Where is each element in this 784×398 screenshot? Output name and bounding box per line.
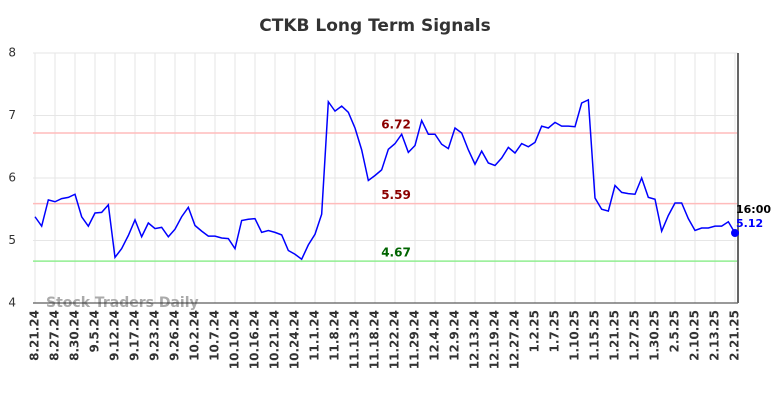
- x-tick-label: 2.10.25: [688, 310, 702, 361]
- x-tick-label: 10.10.24: [228, 310, 242, 369]
- y-tick-label: 4: [8, 296, 16, 310]
- x-tick-label: 11.18.24: [368, 310, 382, 369]
- y-tick-label: 5: [8, 233, 16, 247]
- x-tick-label: 11.22.24: [388, 310, 402, 369]
- x-tick-label: 1.30.25: [648, 310, 662, 361]
- x-tick-label: 11.13.24: [348, 310, 362, 369]
- price-line: [34, 98, 736, 261]
- y-tick-label: 6: [8, 171, 16, 185]
- x-tick-label: 10.7.24: [208, 310, 222, 361]
- x-tick-label: 11.1.24: [308, 310, 322, 361]
- x-tick-label: 9.17.24: [128, 310, 142, 361]
- x-tick-label: 2.5.25: [668, 310, 682, 353]
- x-tick-label: 9.26.24: [168, 310, 182, 361]
- x-tick-label: 9.23.24: [148, 310, 162, 361]
- x-tick-label: 1.21.25: [608, 310, 622, 361]
- x-tick-label: 1.2.25: [528, 310, 542, 353]
- x-tick-label: 10.24.24: [288, 310, 302, 369]
- x-tick-label: 9.5.24: [88, 310, 102, 353]
- x-tick-label: 12.4.24: [428, 310, 442, 361]
- x-tick-label: 11.8.24: [328, 310, 342, 361]
- x-tick-label: 1.15.25: [588, 310, 602, 361]
- x-tick-label: 12.27.24: [508, 310, 522, 369]
- x-tick-label: 1.27.25: [628, 310, 642, 361]
- x-tick-label: 12.13.24: [468, 310, 482, 369]
- last-point: [731, 229, 739, 237]
- x-tick-label: 2.21.25: [728, 310, 742, 361]
- y-tick-label: 7: [8, 108, 16, 122]
- last-time-label: 16:00: [736, 203, 771, 216]
- x-tick-label: 10.2.24: [188, 310, 202, 361]
- chart-title: CTKB Long Term Signals: [259, 16, 490, 36]
- x-tick-label: 8.30.24: [68, 310, 82, 361]
- x-tick-label: 1.7.25: [548, 310, 562, 353]
- x-tick-label: 10.16.24: [248, 310, 262, 369]
- reference-label: 5.59: [381, 188, 411, 202]
- x-tick-label: 1.10.25: [568, 310, 582, 361]
- x-tick-label: 8.27.24: [48, 310, 62, 361]
- last-value-label: 5.12: [736, 217, 763, 230]
- x-tick-label: 12.9.24: [448, 310, 462, 361]
- reference-label: 6.72: [381, 118, 411, 132]
- x-tick-label: 12.19.24: [488, 310, 502, 369]
- x-tick-label: 11.29.24: [408, 310, 422, 369]
- x-tick-label: 9.12.24: [108, 310, 122, 361]
- x-tick-label: 10.21.24: [268, 310, 282, 369]
- y-tick-label: 8: [8, 46, 16, 60]
- x-tick-label: 2.13.25: [708, 310, 722, 361]
- x-tick-label: 8.21.24: [28, 310, 42, 361]
- reference-label: 4.67: [381, 246, 411, 260]
